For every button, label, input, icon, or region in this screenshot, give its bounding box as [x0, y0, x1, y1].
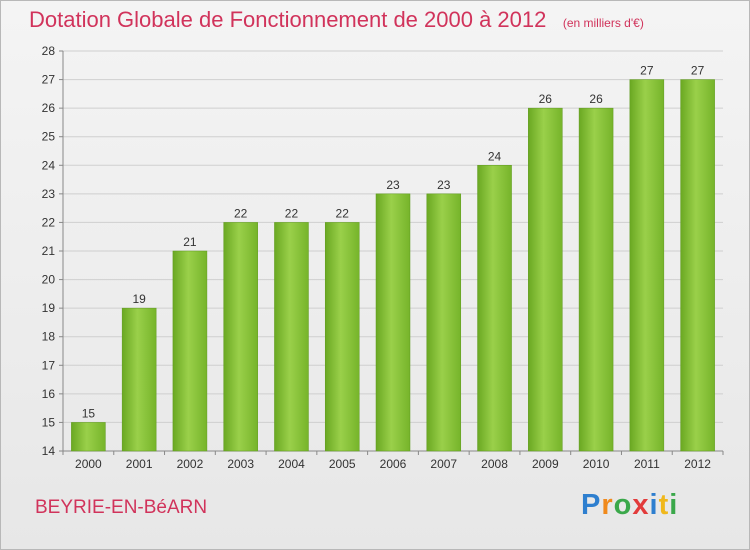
bar: [477, 165, 512, 452]
bar: [172, 250, 208, 452]
value-label: 27: [691, 64, 705, 78]
bar: [680, 79, 715, 452]
logo-letter: P: [581, 489, 602, 521]
value-label: 22: [336, 206, 350, 220]
y-tick-label: 26: [42, 101, 56, 115]
bar: [274, 222, 309, 452]
x-tick-label: 2005: [329, 457, 356, 471]
x-tick-label: 2008: [481, 457, 508, 471]
commune-name: BEYRIE-EN-BéARN: [35, 497, 208, 518]
logo-letter: t: [658, 489, 670, 521]
y-tick-label: 23: [42, 187, 56, 201]
chart-title: Dotation Globale de Fonctionnement de 20…: [29, 7, 547, 32]
bar: [528, 107, 563, 452]
y-tick-label: 14: [42, 444, 56, 458]
value-label: 19: [132, 292, 146, 306]
bar: [629, 79, 665, 452]
unit-note: (en milliers d'€): [562, 16, 644, 30]
y-tick-labels: 14 15 16 17 18 19 20 21 22 23 24 25 26 27 28: [42, 44, 56, 458]
x-tick-label: 2001: [126, 457, 153, 471]
x-tick-label: 2000: [75, 457, 102, 471]
value-label: 15: [82, 406, 96, 420]
y-tick-label: 27: [42, 73, 56, 87]
y-tick-label: 15: [42, 415, 56, 429]
bar: [324, 222, 360, 452]
bar: [578, 107, 614, 452]
y-tick-label: 16: [42, 387, 56, 401]
proxiti-logo: Proxiti: [581, 489, 678, 522]
x-tick-label: 2007: [430, 457, 457, 471]
x-tick-label: 2004: [278, 457, 305, 471]
logo-letter: x: [632, 489, 650, 521]
x-tick-label: 2009: [532, 457, 559, 471]
y-tick-label: 18: [42, 330, 56, 344]
bar: [223, 222, 258, 452]
y-tick-label: 25: [42, 130, 56, 144]
value-label: 21: [183, 235, 197, 249]
value-label: 22: [234, 206, 248, 220]
x-tick-label: 2006: [380, 457, 407, 471]
value-label: 23: [386, 178, 400, 192]
y-tick-label: 17: [42, 358, 56, 372]
y-tick-label: 22: [42, 215, 56, 229]
x-tick-label: 2011: [634, 457, 660, 471]
x-tick-label: 2002: [177, 457, 204, 471]
value-label: 27: [640, 64, 654, 78]
y-tick-label: 21: [42, 244, 56, 258]
bar: [426, 193, 462, 452]
bar: [121, 307, 157, 452]
value-label: 26: [539, 92, 553, 106]
value-label: 22: [285, 206, 299, 220]
chart-title-block: Dotation Globale de Fonctionnement de 20…: [29, 7, 644, 33]
logo-letter: i: [669, 489, 679, 521]
value-label: 23: [437, 178, 451, 192]
x-tick-labels: 2000 2001 2002 2003 2004 2005 2006 2007 2008 2009…: [75, 457, 711, 471]
value-labels: 15 19 21 22 22 22 23 23 24 26 26 27 27: [82, 64, 705, 421]
logo-letter: o: [613, 489, 633, 521]
x-tick-label: 2003: [227, 457, 254, 471]
value-label: 24: [488, 149, 502, 163]
y-tick-label: 19: [42, 301, 56, 315]
x-tick-label: 2012: [684, 457, 711, 471]
y-tick-label: 24: [42, 158, 56, 172]
y-tick-label: 20: [42, 273, 56, 287]
y-tick-label: 28: [42, 44, 56, 58]
bar: [71, 422, 106, 452]
logo-letter: i: [649, 489, 659, 521]
value-label: 26: [589, 92, 603, 106]
bar: [375, 193, 411, 452]
x-tick-label: 2010: [583, 457, 610, 471]
bars: [71, 79, 715, 452]
logo-letter: r: [601, 489, 614, 521]
